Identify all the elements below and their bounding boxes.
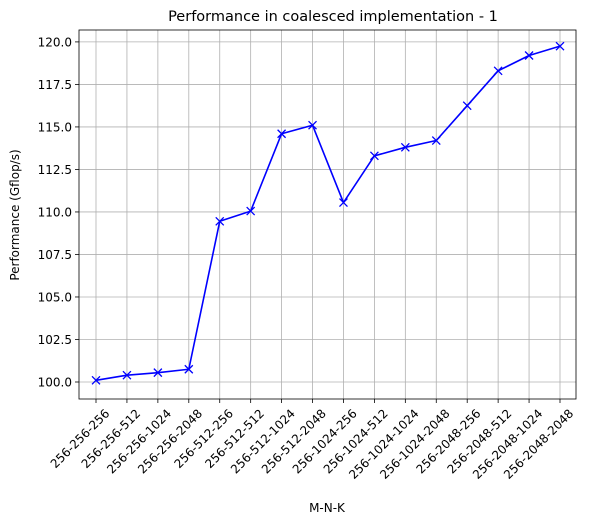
data-point-marker — [493, 66, 503, 76]
x-axis-label: M-N-K — [309, 501, 346, 515]
data-point-marker — [153, 368, 163, 378]
data-point-marker — [369, 151, 379, 161]
data-point-marker — [308, 120, 317, 130]
y-tick-label: 115.0 — [38, 120, 72, 134]
y-tick-label: 102.5 — [38, 333, 72, 347]
y-axis-ticks: 100.0 102.5 105.0 107.5 110.0 112.5 115.0 117.5… — [38, 35, 79, 389]
y-tick-label: 100.0 — [38, 375, 72, 389]
data-point-marker — [462, 101, 472, 111]
data-point-marker — [277, 129, 287, 139]
data-point-marker — [122, 370, 132, 380]
y-axis-label: Performance (Gflop/s) — [8, 149, 22, 280]
y-tick-label: 107.5 — [38, 248, 72, 262]
data-point-marker — [339, 198, 348, 208]
y-tick-label: 117.5 — [38, 78, 72, 92]
chart-title: Performance in coalesced implementation … — [168, 9, 498, 25]
data-point-marker — [246, 206, 256, 216]
data-point-marker — [91, 375, 101, 385]
data-point-marker — [524, 51, 534, 60]
data-point-marker — [184, 364, 194, 374]
series-layer — [91, 41, 565, 385]
y-tick-label: 110.0 — [38, 205, 72, 219]
data-point-marker — [400, 142, 410, 152]
y-tick-label: 120.0 — [38, 35, 72, 49]
data-point-marker — [555, 41, 565, 51]
data-point-marker — [215, 216, 225, 226]
x-axis-ticks: 256-256-256256-256-512256-256-1024256-25… — [48, 399, 576, 482]
series-line — [95, 45, 561, 382]
data-point-marker — [431, 136, 441, 145]
plot-frame — [78, 29, 577, 400]
y-tick-label: 112.5 — [38, 163, 72, 177]
y-tick-label: 105.0 — [38, 290, 72, 304]
grid-lines — [79, 30, 576, 399]
